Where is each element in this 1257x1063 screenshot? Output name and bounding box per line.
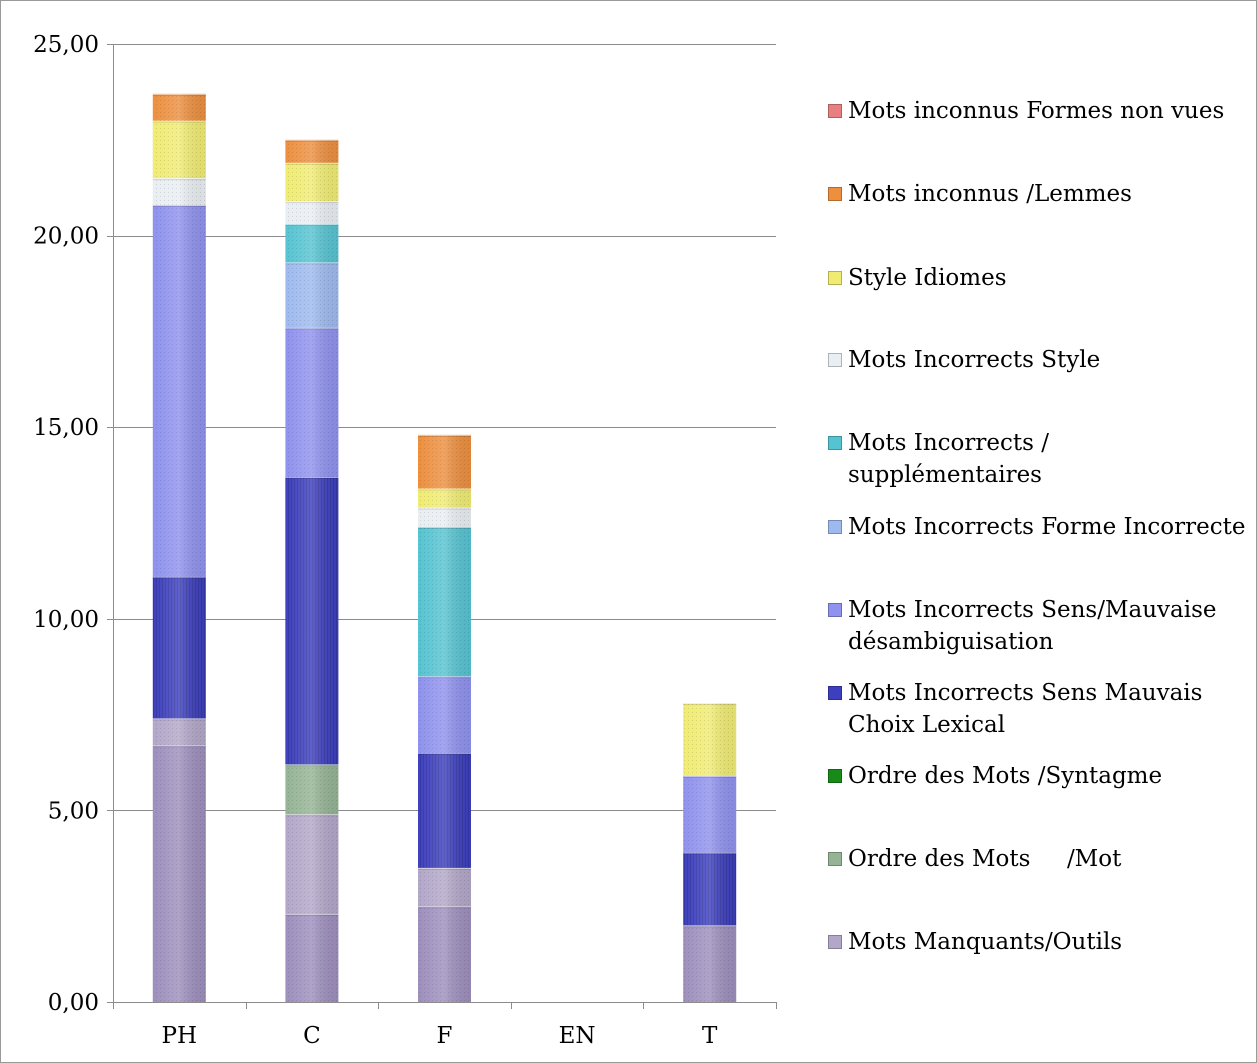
legend-swatch bbox=[828, 436, 842, 450]
legend-swatch bbox=[828, 271, 842, 285]
legend-label-line: Mots Incorrects Forme Incorrecte bbox=[848, 514, 1246, 540]
legend-swatch bbox=[828, 686, 842, 700]
legend-label-line: Style Idiomes bbox=[848, 265, 1007, 291]
legend-label-line: Ordre des Mots /Mot bbox=[848, 846, 1122, 872]
legend-label-line: Choix Lexical bbox=[848, 712, 1006, 738]
legend-label-line: Mots Incorrects Sens/Mauvaise bbox=[848, 597, 1217, 623]
legend-label-line: Ordre des Mots /Syntagme bbox=[848, 763, 1163, 789]
bar-segment bbox=[418, 906, 471, 1002]
legend-label: Mots inconnus /Lemmes bbox=[848, 178, 1248, 210]
bar-segment bbox=[285, 327, 339, 478]
bar-segment bbox=[285, 764, 339, 815]
bar-segment bbox=[418, 507, 471, 527]
x-tick-label: PH bbox=[162, 1023, 198, 1049]
x-tick-label: T bbox=[702, 1023, 718, 1049]
legend-label-line: désambiguisation bbox=[848, 629, 1054, 655]
legend-label: Mots Incorrects / supplémentaires bbox=[848, 427, 1248, 491]
bar-segment bbox=[683, 703, 737, 776]
legend-label: Ordre des Mots /Mot bbox=[848, 843, 1248, 875]
bar-segment bbox=[152, 93, 206, 121]
y-tick-label: 15,00 bbox=[33, 415, 99, 441]
legend-swatch bbox=[828, 852, 842, 866]
bar-segment bbox=[418, 676, 471, 753]
bar-segment bbox=[152, 718, 206, 746]
legend-label: Style Idiomes bbox=[848, 262, 1248, 294]
bar-segment bbox=[683, 775, 737, 853]
bars bbox=[152, 93, 737, 1002]
legend-label-line: Mots Incorrects / bbox=[848, 430, 1049, 456]
legend-label: Mots Incorrects Sens Mauvais Choix Lexica… bbox=[848, 677, 1248, 741]
legend-swatch bbox=[828, 520, 842, 534]
legend-swatch bbox=[828, 187, 842, 201]
legend-label: Ordre des Mots /Syntagme bbox=[848, 760, 1248, 792]
y-tick-label: 25,00 bbox=[33, 32, 99, 58]
bar-segment bbox=[152, 576, 206, 719]
bar-segment bbox=[418, 752, 471, 868]
bar-segment bbox=[152, 178, 206, 205]
bar-segment bbox=[285, 477, 339, 765]
legend-label-line: Mots inconnus Formes non vues bbox=[848, 98, 1225, 124]
x-tick-label: C bbox=[303, 1023, 321, 1049]
y-tick-label: 20,00 bbox=[33, 224, 99, 250]
bar-segment bbox=[285, 913, 339, 1002]
bar-segment bbox=[683, 925, 737, 1002]
legend-label: Mots Incorrects Style bbox=[848, 344, 1248, 376]
legend-label-line: Mots Incorrects Sens Mauvais bbox=[848, 680, 1203, 706]
axes bbox=[107, 44, 777, 1009]
bar-segment bbox=[418, 488, 471, 508]
bar-segment bbox=[152, 120, 206, 179]
legend-label: Mots Incorrects Forme Incorrecte bbox=[848, 511, 1248, 543]
x-tick-label: F bbox=[437, 1023, 453, 1049]
x-tick-label: EN bbox=[559, 1023, 596, 1049]
legend-label-line: Mots Manquants/Outils bbox=[848, 929, 1123, 955]
bar-segment bbox=[285, 162, 339, 202]
y-tick-label: 5,00 bbox=[48, 798, 99, 824]
legend-label: Mots Manquants/Outils bbox=[848, 926, 1248, 958]
bar-segment bbox=[285, 224, 339, 263]
legend-label: Mots Incorrects Sens/Mauvaise désambiguis… bbox=[848, 594, 1248, 658]
legend-swatch bbox=[828, 353, 842, 367]
bar-segment bbox=[418, 526, 471, 677]
legend-swatch bbox=[828, 104, 842, 118]
legend-swatch bbox=[828, 769, 842, 783]
y-tick-labels: 0,00 5,00 10,00 15,00 20,00 25,00 bbox=[33, 32, 99, 1016]
legend-label-line: supplémentaires bbox=[848, 462, 1042, 488]
legend-label: Mots inconnus Formes non vues bbox=[848, 95, 1248, 127]
bar-segment bbox=[285, 201, 339, 225]
x-tick-labels: PH C F EN T bbox=[162, 1023, 719, 1049]
legend-swatch bbox=[828, 935, 842, 949]
y-tick-label: 0,00 bbox=[48, 990, 99, 1016]
y-tick-label: 10,00 bbox=[33, 607, 99, 633]
legend-label-line: Mots inconnus /Lemmes bbox=[848, 181, 1132, 207]
legend-label-line: Mots Incorrects Style bbox=[848, 347, 1101, 373]
bar-segment bbox=[152, 745, 206, 1002]
legend: Mots inconnus Formes non vues Mots inconn… bbox=[828, 0, 1248, 1000]
bar-segment bbox=[285, 814, 339, 914]
bar-segment bbox=[152, 204, 206, 577]
bar-segment bbox=[418, 434, 471, 489]
legend-swatch bbox=[828, 603, 842, 617]
bar-segment bbox=[418, 867, 471, 907]
bar-segment bbox=[285, 262, 339, 328]
bar-segment bbox=[285, 139, 339, 163]
bar-segment bbox=[683, 852, 737, 926]
